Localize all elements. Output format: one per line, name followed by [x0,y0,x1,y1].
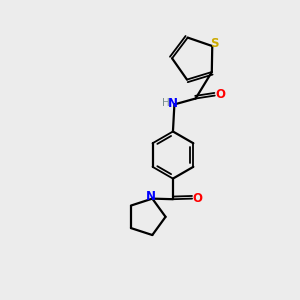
Text: O: O [215,88,225,101]
Text: O: O [192,191,203,205]
Text: H: H [162,98,170,108]
Text: N: N [168,97,178,110]
Text: N: N [146,190,156,203]
Text: S: S [210,37,219,50]
